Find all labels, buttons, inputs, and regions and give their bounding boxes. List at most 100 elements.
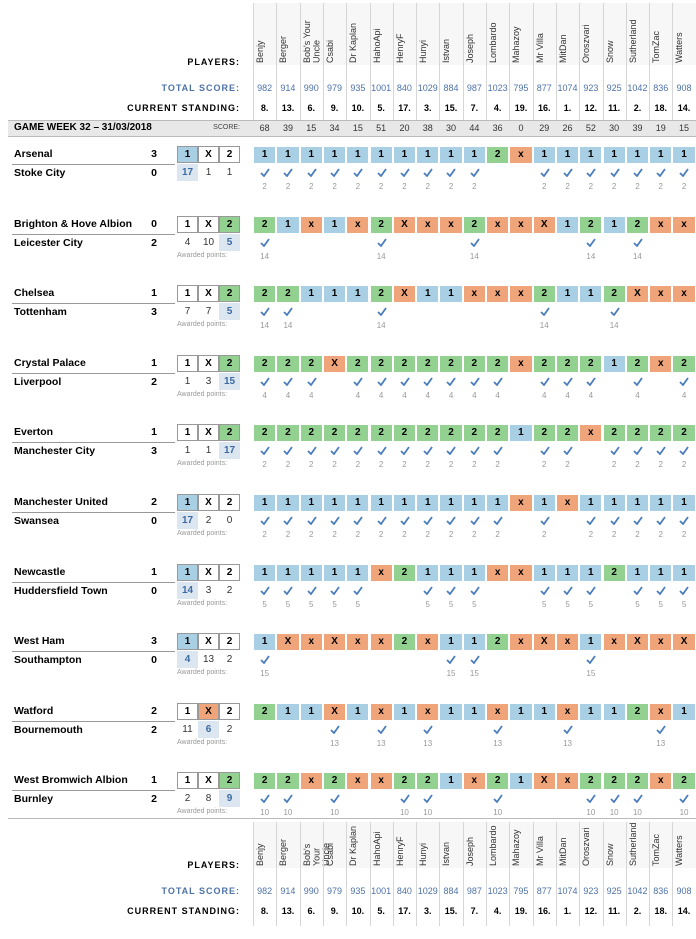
- check-icon: [306, 446, 317, 456]
- check-icon: [283, 307, 294, 317]
- tip: 1: [463, 564, 485, 581]
- awarded-points: 4: [402, 390, 407, 400]
- away-team: Tottenham: [14, 306, 67, 319]
- check-icon: [260, 377, 270, 386]
- total-score: 1074: [557, 83, 578, 93]
- tip: X: [533, 773, 555, 790]
- tip: 1: [650, 495, 672, 511]
- week-score: 29: [539, 123, 550, 133]
- check-path: [283, 168, 294, 177]
- check-path: [586, 794, 596, 804]
- check-icon: [400, 794, 410, 804]
- check-path: [470, 516, 480, 525]
- outcome-count: 17: [219, 442, 240, 460]
- tip: 2: [277, 355, 299, 372]
- total-score: 990: [303, 886, 319, 896]
- awarded-points: 5: [635, 599, 640, 609]
- tip: x: [650, 216, 672, 233]
- standing: 5.: [377, 906, 385, 916]
- outcome-header: 2: [219, 702, 240, 720]
- awarded-points: 4: [448, 390, 454, 400]
- outcome-header: 1: [177, 285, 198, 303]
- outcome-count: 1: [205, 445, 212, 457]
- tip: 1: [254, 634, 276, 651]
- check-path: [423, 725, 433, 734]
- check-path: [260, 377, 270, 386]
- outcome-header: 1: [177, 633, 198, 651]
- check-icon: [376, 377, 387, 386]
- awarded-points: 2: [565, 182, 570, 191]
- header-bg: [253, 822, 696, 868]
- header-bg: [253, 3, 696, 65]
- tip: 2: [487, 634, 509, 651]
- outcome-header: 2: [219, 354, 240, 372]
- home-team: Brighton & Hove Albion: [14, 217, 133, 230]
- awarded-points: 5: [565, 599, 570, 609]
- total-score: 1042: [627, 83, 648, 93]
- tip: 2: [254, 703, 276, 720]
- outcome-count: 9: [219, 790, 240, 808]
- standing: 16.: [537, 906, 551, 916]
- check-icon: [493, 377, 503, 386]
- check-icon: [283, 168, 294, 177]
- tip: 1: [603, 147, 625, 163]
- check-icon: [376, 168, 387, 177]
- away-goals: 3: [151, 306, 157, 319]
- player-name: Dr Kaplan: [348, 825, 359, 866]
- away-team: Leicester City: [14, 236, 83, 249]
- tip: 1: [347, 564, 369, 581]
- awarded-points: 10: [423, 808, 433, 818]
- standing: 14.: [677, 906, 691, 916]
- total-score: 979: [327, 83, 343, 93]
- outcome-count: 15: [219, 372, 240, 390]
- outcome-count: 8: [205, 793, 212, 805]
- total-score: 1001: [371, 886, 392, 896]
- outcome-header: 1: [177, 772, 198, 790]
- total-score: 1029: [417, 886, 438, 896]
- tip: 1: [556, 216, 579, 233]
- player-name: Sutherland: [627, 19, 638, 63]
- awarded-points: 2: [332, 530, 337, 539]
- standing-label: CURRENT STANDING:: [127, 906, 240, 916]
- tip: x: [673, 216, 695, 233]
- tip: 1: [347, 703, 369, 720]
- check-path: [563, 377, 573, 386]
- column-separator: [649, 822, 651, 926]
- tip: x: [510, 216, 532, 233]
- column-separator: [462, 3, 464, 123]
- check-path: [470, 377, 480, 386]
- total-score: 923: [583, 83, 599, 93]
- awarded-points: 2: [262, 460, 267, 470]
- tip: 2: [556, 355, 579, 372]
- column-separator: [369, 3, 371, 123]
- check-path: [283, 307, 294, 317]
- awarded-points: 2: [681, 530, 687, 539]
- total-score: 877: [536, 83, 552, 93]
- check-icon: [493, 516, 503, 525]
- check-icon: [423, 168, 433, 177]
- tip: x: [556, 634, 579, 651]
- tip: 2: [323, 425, 346, 442]
- total-score: 908: [676, 886, 692, 896]
- standing: 18.: [654, 906, 667, 916]
- check-icon: [260, 168, 270, 177]
- home-team: Crystal Palace: [14, 356, 86, 369]
- check-path: [539, 516, 550, 525]
- awarded-points: 2: [611, 530, 617, 539]
- player-name: Mr Villa: [534, 33, 545, 63]
- tip: 1: [347, 286, 369, 303]
- week-score: 36: [492, 123, 503, 133]
- awarded-points: 5: [285, 599, 291, 609]
- player-name: MitDan: [557, 837, 568, 866]
- outcome-header: X: [198, 424, 219, 442]
- tip: 1: [417, 564, 439, 581]
- tip: 1: [300, 564, 322, 581]
- tip: 2: [440, 355, 462, 372]
- week-score: 15: [352, 123, 363, 133]
- outcome-count: 2: [205, 515, 212, 526]
- player-name: Benjy: [255, 843, 265, 866]
- standing: 2.: [633, 103, 642, 113]
- outcome-count: 7: [205, 306, 212, 318]
- check-icon: [423, 586, 433, 595]
- check-icon: [586, 516, 596, 525]
